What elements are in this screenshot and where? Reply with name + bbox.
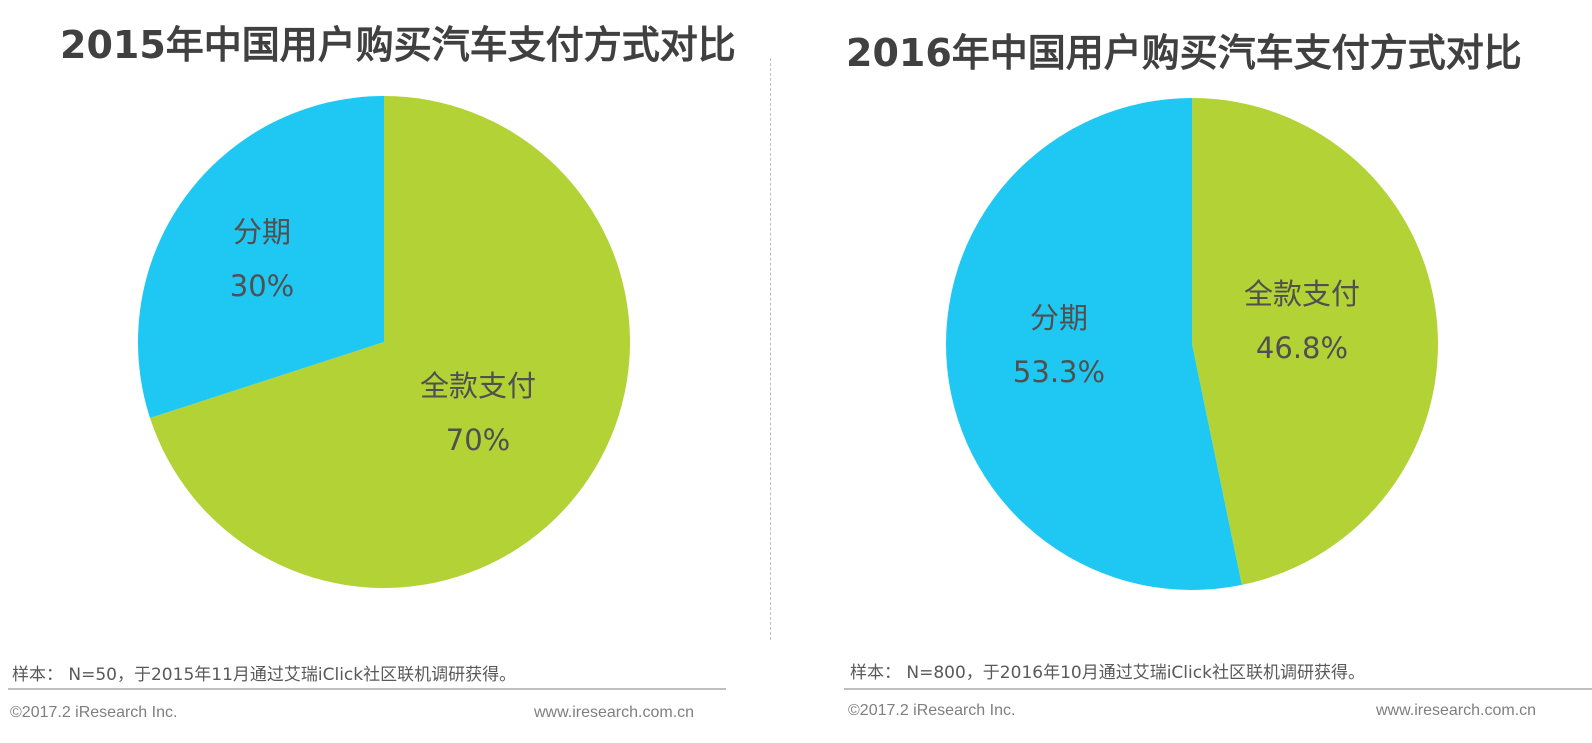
sample-note-2016: 样本： N=800，于2016年10月通过艾瑞iClick社区联机调研获得。 [850,663,1365,683]
copyright-text: ©2017.2 iResearch Inc. [848,702,1016,719]
panel-divider [770,58,771,640]
sample-note-2015: 样本： N=50，于2015年11月通过艾瑞iClick社区联机调研获得。 [12,665,517,685]
chart-title-2016: 2016年中国用户购买汽车支付方式对比 [846,31,1522,75]
slice-name-installment-2015: 分期 [233,215,291,249]
pie-chart-2016: 全款支付 46.8% 分期 53.3% [945,98,1438,591]
chart-title-2015: 2015年中国用户购买汽车支付方式对比 [60,23,736,67]
slice-value-installment-2016: 53.3% [1013,355,1105,389]
slice-value-full-payment-2016: 46.8% [1256,331,1348,365]
pie-slice-full-payment-2015 [150,96,630,589]
slice-name-full-payment-2015: 全款支付 [420,369,536,403]
slice-name-installment-2016: 分期 [1030,301,1088,335]
pie-slice-installment-2016 [945,98,1242,591]
copyright-text: ©2017.2 iResearch Inc. [10,704,178,721]
website-text: www.iresearch.com.cn [1376,702,1537,719]
footer-rule [8,688,726,690]
slice-value-installment-2015: 30% [230,269,294,303]
slice-name-full-payment-2016: 全款支付 [1244,277,1360,311]
pie-slice-installment-2015 [137,96,384,419]
pie-slice-full-payment-2016 [1192,98,1438,585]
chart-panel-2015: 2015年中国用户购买汽车支付方式对比 全款支付 70% 分期 30% 样本： N=5… [0,0,780,743]
chart-panel-2016: 2016年中国用户购买汽车支付方式对比 全款支付 46.8% 分期 53.3% 样本：… [780,0,1592,743]
website-text: www.iresearch.com.cn [534,704,695,721]
slice-value-full-payment-2015: 70% [446,423,510,457]
pie-chart-2015: 全款支付 70% 分期 30% [137,96,630,589]
footer-rule [844,688,1592,690]
